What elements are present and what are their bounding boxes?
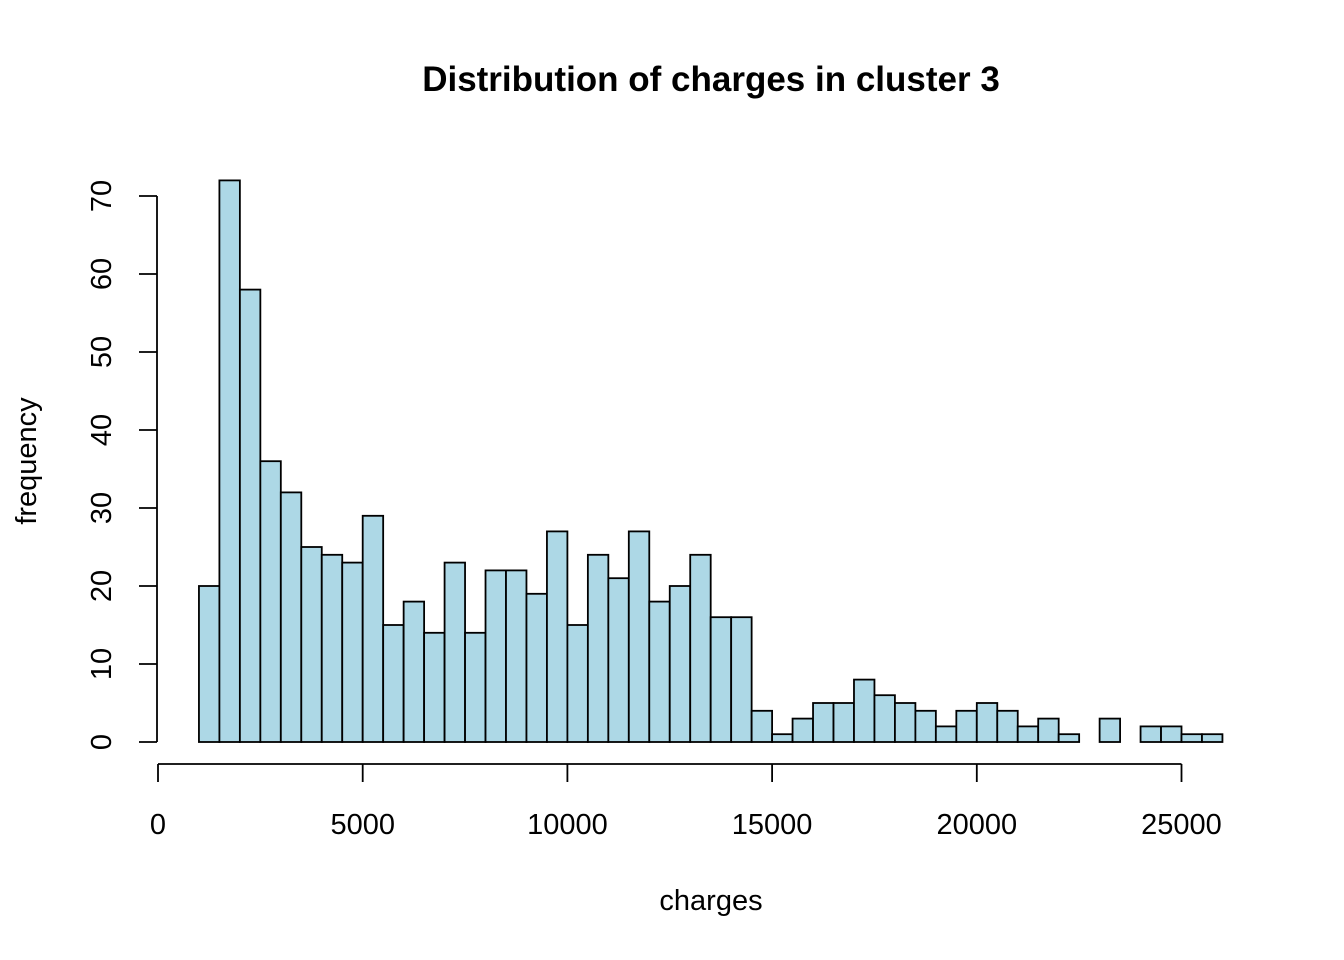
bars-group [198, 179, 1224, 743]
histogram-bar [791, 717, 814, 743]
histogram-bar [812, 702, 835, 743]
histogram-bar [1201, 733, 1224, 743]
histogram-bar [198, 585, 221, 743]
histogram-bar [1180, 733, 1203, 743]
histogram-bar [218, 179, 241, 743]
histogram-bar [1160, 725, 1183, 743]
histogram-bar [443, 561, 466, 743]
histogram-bar [771, 733, 794, 743]
histogram-bar [259, 460, 282, 743]
histogram-bar [750, 709, 774, 743]
histogram-bar [975, 702, 999, 743]
histogram-bar [689, 553, 712, 743]
histogram-bar [996, 709, 1019, 743]
y-tick-label: 10 [86, 648, 118, 680]
histogram-bar [279, 491, 303, 743]
x-tick-label: 10000 [527, 809, 608, 841]
x-tick-label: 0 [150, 809, 166, 841]
histogram-bar [873, 694, 896, 743]
histogram-bar [361, 514, 385, 743]
y-tick-label: 70 [86, 180, 118, 212]
y-tick-label: 0 [86, 734, 118, 750]
histogram-bar [1139, 725, 1162, 743]
histogram-bar [484, 569, 507, 743]
y-axis: 0 10 20 30 40 50 60 70 [86, 180, 158, 750]
histogram-bar [1098, 717, 1121, 743]
histogram-bar [238, 288, 262, 743]
x-tick-label: 20000 [936, 809, 1017, 841]
x-tick-label: 15000 [732, 809, 813, 841]
histogram-bar [934, 725, 958, 743]
histogram-bar [607, 577, 630, 743]
histogram-bar [382, 624, 405, 743]
histogram-bar [566, 624, 589, 743]
histogram-bar [668, 585, 692, 743]
histogram-bar [1057, 733, 1081, 743]
y-tick-label: 20 [86, 570, 118, 602]
histogram-bar [730, 616, 753, 743]
histogram-bar [586, 553, 610, 743]
x-axis-label: charges [659, 885, 762, 917]
y-tick-label: 60 [86, 258, 118, 290]
histogram-bar [320, 553, 344, 743]
histogram-bar [955, 709, 978, 743]
histogram-bar [1037, 717, 1060, 743]
histogram-bar [648, 600, 671, 743]
histogram-bar [853, 678, 876, 743]
histogram-bar [1016, 725, 1040, 743]
x-axis: 0 5000 10000 15000 20000 25000 [150, 763, 1222, 841]
histogram-bar [505, 569, 528, 743]
y-tick-label: 40 [86, 414, 118, 446]
histogram-bar [894, 702, 917, 743]
chart-title: Distribution of charges in cluster 3 [422, 60, 1000, 99]
histogram-bar [709, 616, 733, 743]
histogram-bar [832, 702, 855, 743]
histogram-bar [464, 631, 487, 743]
histogram-bar [341, 561, 364, 743]
histogram-bar [914, 709, 937, 743]
x-tick-label: 25000 [1141, 809, 1222, 841]
histogram-bar [525, 592, 548, 743]
histogram-bar [423, 631, 446, 743]
y-tick-label: 50 [86, 336, 118, 368]
histogram-bar [300, 546, 323, 743]
histogram-bar [627, 530, 651, 743]
x-tick-label: 5000 [330, 809, 395, 841]
histogram-bar [546, 530, 569, 743]
histogram-bar [402, 600, 426, 743]
y-tick-label: 30 [86, 492, 118, 524]
y-axis-label: frequency [11, 397, 43, 525]
